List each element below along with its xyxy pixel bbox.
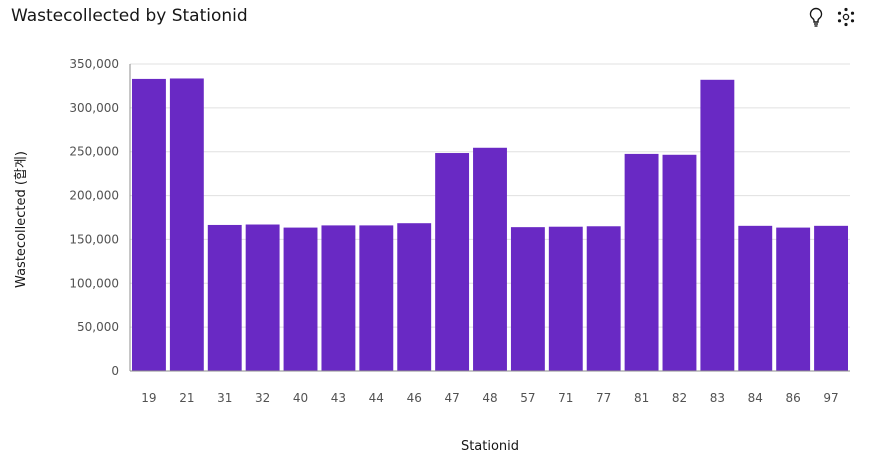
y-axis-title: Wastecollected (합계): [14, 151, 29, 288]
bar[interactable]: [435, 153, 470, 371]
x-tick-label: 83: [710, 391, 725, 405]
x-tick-label: 97: [823, 391, 838, 405]
x-tick-label: 77: [596, 391, 611, 405]
x-tick-label: 82: [672, 391, 687, 405]
x-tick-label: 86: [786, 391, 801, 405]
chart-toolbar: [806, 6, 856, 28]
x-axis-ticks: 19 21 31 32 40 43 44 46 47 48 57 71 77 81 82 83 84 86 97: [141, 391, 838, 405]
x-tick-label: 44: [369, 391, 384, 405]
y-axis-ticks: 0 50,000 100,000 150,000 200,000 250,000 300,0…: [69, 57, 119, 378]
x-tick-label: 46: [407, 391, 422, 405]
bar[interactable]: [245, 224, 280, 371]
x-tick-label: 84: [748, 391, 763, 405]
y-tick-label: 150,000: [69, 232, 119, 246]
y-tick-label: 0: [111, 364, 119, 378]
chart-title: Wastecollected by Stationid: [11, 6, 248, 26]
y-tick-label: 250,000: [69, 145, 119, 159]
bar[interactable]: [397, 223, 432, 371]
x-tick-label: 81: [634, 391, 649, 405]
x-tick-label: 31: [217, 391, 232, 405]
bar[interactable]: [359, 225, 394, 371]
bar[interactable]: [814, 225, 848, 371]
bar[interactable]: [776, 227, 811, 371]
x-tick-label: 19: [141, 391, 156, 405]
x-tick-label: 43: [331, 391, 346, 405]
x-tick-label: 71: [558, 391, 573, 405]
x-tick-label: 32: [255, 391, 270, 405]
bar[interactable]: [624, 153, 659, 371]
y-tick-label: 350,000: [69, 57, 119, 71]
bar[interactable]: [738, 225, 773, 371]
y-tick-label: 200,000: [69, 189, 119, 203]
x-axis-title: Stationid: [461, 439, 519, 454]
bar[interactable]: [586, 226, 621, 371]
x-tick-label: 57: [520, 391, 535, 405]
bar[interactable]: [207, 224, 242, 371]
x-tick-label: 21: [179, 391, 194, 405]
bars: [132, 78, 848, 372]
lightbulb-icon: [809, 7, 823, 27]
explore-button[interactable]: [836, 6, 856, 28]
bar[interactable]: [662, 154, 697, 371]
bar[interactable]: [548, 226, 583, 371]
bar[interactable]: [169, 78, 204, 372]
bar[interactable]: [283, 227, 318, 371]
bar[interactable]: [321, 225, 356, 371]
x-tick-label: 47: [444, 391, 459, 405]
x-tick-label: 48: [482, 391, 497, 405]
y-tick-label: 300,000: [69, 101, 119, 115]
insights-button[interactable]: [806, 6, 826, 28]
y-tick-label: 100,000: [69, 276, 119, 290]
bar[interactable]: [132, 78, 166, 371]
y-tick-label: 50,000: [77, 320, 119, 334]
x-tick-label: 40: [293, 391, 308, 405]
bar[interactable]: [510, 227, 545, 371]
bar[interactable]: [700, 79, 735, 371]
bar[interactable]: [473, 147, 507, 371]
explore-dots-icon: [837, 7, 855, 27]
